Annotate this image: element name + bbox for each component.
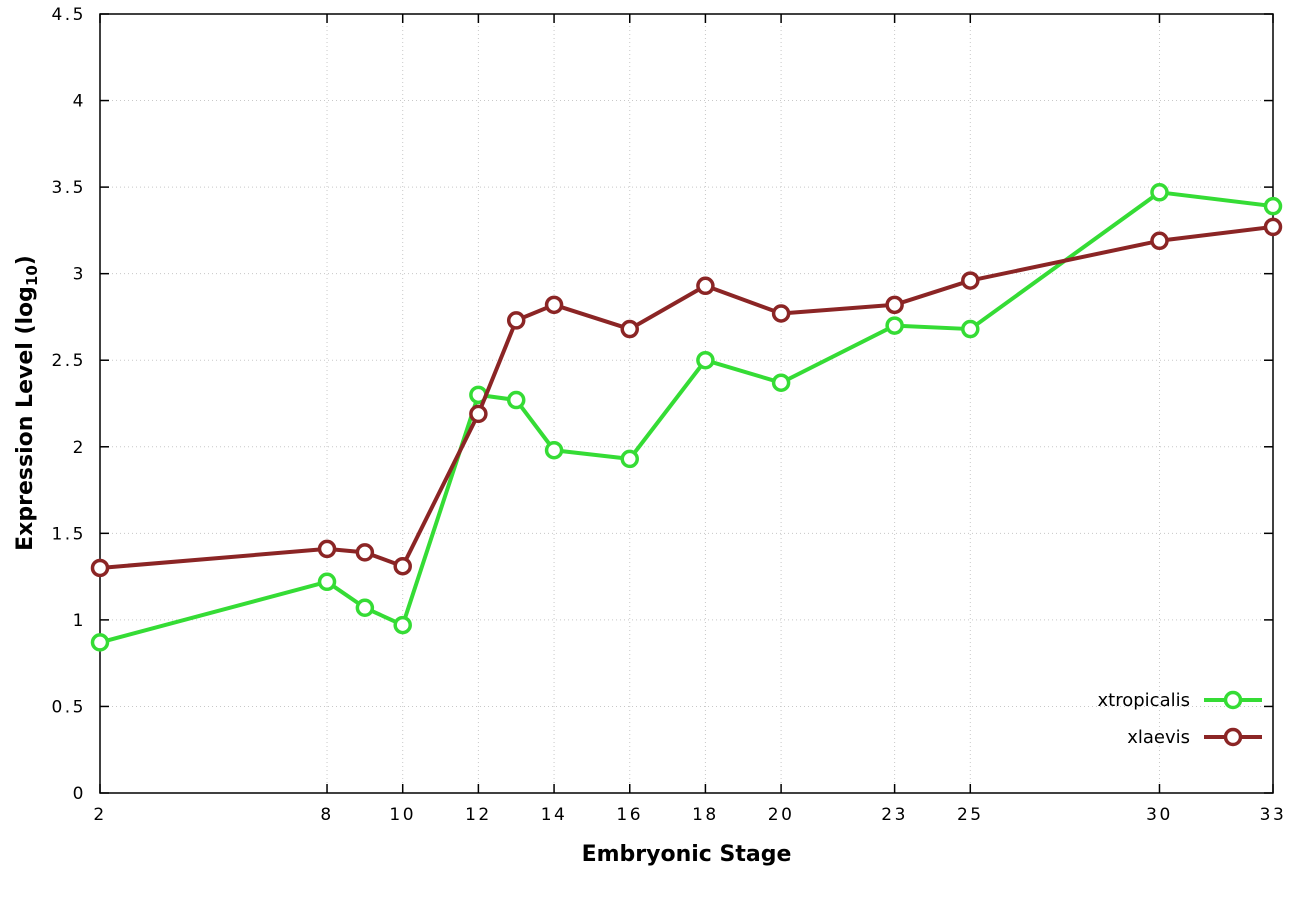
y-axis-title-subscript: 10	[23, 265, 42, 287]
x-tick-label: 16	[616, 805, 643, 825]
legend: xtropicalis xlaevis	[1098, 690, 1262, 748]
y-tick-label: 4.5	[51, 5, 86, 25]
plot-border	[99, 13, 1274, 794]
data-point	[1263, 196, 1283, 216]
y-axis-title-text: Expression Level (log	[12, 286, 38, 551]
data-point	[961, 271, 980, 290]
data-point	[620, 319, 639, 339]
tick-labels: 2 8 10 12 14 16 18 20 23 25 30 33 0 0.5 1 1.5 2 2.5 3 3.5 4 4…	[51, 5, 1287, 825]
data-point	[90, 558, 110, 578]
data-point	[771, 304, 791, 323]
data-point	[885, 316, 904, 335]
series-xlaevis	[90, 217, 1283, 578]
x-axis-title: Embryonic Stage	[581, 842, 792, 867]
x-tick-label: 30	[1146, 805, 1173, 825]
x-tick-label: 20	[768, 805, 795, 825]
data-point	[696, 350, 715, 370]
y-axis-title-close: )	[12, 255, 38, 266]
y-tick-label: 1	[73, 611, 86, 631]
data-point	[961, 319, 980, 339]
grid-lines	[99, 13, 1274, 794]
x-tick-label: 10	[389, 805, 416, 825]
data-point	[355, 543, 375, 562]
y-tick-label: 3.5	[51, 178, 86, 198]
y-tick-label: 0.5	[51, 697, 86, 717]
legend-marker-sample	[1223, 690, 1243, 710]
data-point	[317, 572, 337, 592]
series-xtropicalis	[90, 183, 1283, 652]
data-point	[469, 404, 488, 424]
legend-marker-sample	[1223, 727, 1243, 747]
y-tick-label: 2	[73, 438, 86, 458]
data-point	[1263, 217, 1283, 237]
data-point	[771, 373, 791, 392]
series-line	[98, 224, 1275, 570]
y-tick-label: 2.5	[51, 351, 86, 371]
data-point	[506, 390, 526, 410]
data-point	[696, 276, 715, 296]
legend-label: xtropicalis	[1098, 690, 1190, 711]
data-point	[506, 311, 526, 330]
data-point	[885, 295, 904, 315]
y-tick-label: 3	[73, 265, 86, 285]
data-point	[544, 440, 564, 460]
data-point	[355, 598, 375, 618]
y-tick-label: 0	[73, 784, 86, 804]
x-tick-label: 12	[465, 805, 492, 825]
x-tick-label: 23	[881, 805, 908, 825]
data-point	[620, 449, 639, 469]
data-point	[1150, 231, 1169, 251]
data-point	[544, 295, 564, 315]
y-axis-title: Expression Level (log10)	[13, 255, 41, 551]
data-point	[1150, 183, 1169, 202]
x-tick-label: 25	[957, 805, 984, 825]
axis-ticks	[99, 13, 1274, 794]
y-tick-label: 1.5	[51, 524, 86, 544]
legend-label: xlaevis	[1127, 727, 1190, 748]
data-point	[393, 556, 412, 576]
x-tick-label: 14	[541, 805, 568, 825]
y-tick-label: 4	[73, 92, 86, 112]
data-point	[90, 633, 110, 652]
x-tick-label: 2	[93, 805, 106, 825]
x-tick-label: 8	[320, 805, 333, 825]
data-point	[393, 615, 412, 635]
series-line	[98, 190, 1275, 645]
x-tick-label: 33	[1260, 805, 1287, 825]
x-tick-label: 18	[692, 805, 719, 825]
data-point	[317, 539, 337, 559]
